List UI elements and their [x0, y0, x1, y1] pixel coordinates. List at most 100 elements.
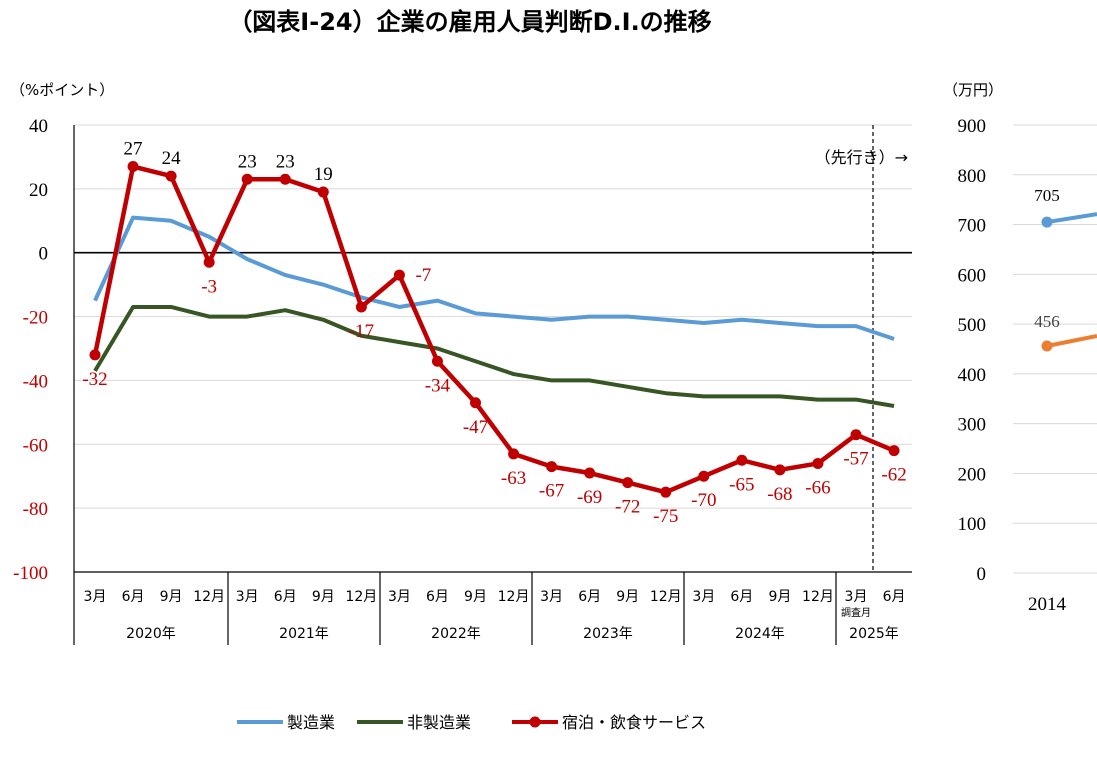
data-point	[279, 173, 291, 185]
data-point	[584, 467, 596, 479]
x-tick-year: 2020年	[126, 626, 176, 642]
y-tick-label: -40	[23, 371, 48, 392]
y-tick-label: 600	[958, 265, 987, 286]
x-tick-month: 6月	[578, 589, 601, 605]
data-point	[888, 445, 900, 457]
data-label: -17	[349, 321, 374, 342]
data-point	[508, 448, 520, 460]
forecast-label: （先行き）→	[815, 148, 908, 167]
x-tick-month: 12月	[345, 589, 377, 605]
x-tick-month: 12月	[650, 589, 682, 605]
series-line	[93, 215, 895, 341]
data-point	[774, 464, 786, 476]
data-label: 19	[314, 164, 333, 185]
x-tick-year: 2021年	[279, 626, 329, 642]
series-line	[1046, 212, 1097, 225]
x-tick-month: 3月	[388, 589, 411, 605]
x-tick-month: 3月	[540, 589, 563, 605]
data-label: -75	[653, 506, 678, 527]
data-point	[622, 477, 634, 489]
data-point	[1041, 216, 1053, 228]
x-tick-year: 2024年	[735, 626, 785, 642]
series-line	[92, 164, 895, 495]
data-point	[203, 256, 215, 268]
x-tick-month: 3月	[845, 589, 868, 605]
x-tick-month: 6月	[274, 589, 297, 605]
y-tick-label: 0	[977, 564, 987, 585]
data-point	[393, 269, 405, 281]
series-0	[93, 215, 895, 341]
x-tick-month: 9月	[616, 589, 639, 605]
data-label: -70	[691, 490, 716, 511]
data-label: -72	[615, 497, 640, 518]
data-label: -62	[881, 465, 906, 486]
y-axis-label-right: （万円）	[943, 81, 1003, 99]
data-point	[812, 457, 824, 469]
y-tick-label: -100	[13, 563, 48, 584]
data-label: -65	[729, 474, 754, 495]
y-tick-label: 300	[958, 415, 987, 436]
data-point	[317, 186, 329, 198]
data-label: -32	[82, 369, 107, 390]
y-tick-label: 200	[958, 464, 987, 485]
data-point	[241, 173, 253, 185]
data-point	[470, 397, 481, 409]
legend: 製造業 非製造業 宿泊・飲食サービス	[237, 713, 706, 732]
y-tick-label: 400	[958, 365, 987, 386]
data-label: -69	[577, 487, 602, 508]
x-tick-month: 6月	[730, 589, 753, 605]
x-tick-year: 2022年	[431, 626, 481, 642]
data-point	[89, 349, 101, 361]
x-tick-month: 9月	[160, 589, 183, 605]
x-tick-month: 3月	[84, 589, 107, 605]
y-tick-label: 20	[29, 180, 48, 201]
y-tick-label: -60	[23, 435, 48, 456]
data-point	[431, 355, 443, 367]
x-tick-month: 12月	[498, 589, 530, 605]
data-label: -3	[201, 276, 217, 297]
x-tick-year: 2023年	[583, 626, 633, 642]
x-tick-month: 12月	[193, 589, 225, 605]
data-point	[698, 470, 710, 482]
data-label: 23	[238, 151, 257, 172]
x-tick-month: 6月	[426, 589, 449, 605]
series-2: -32 27 24 -3 23 23 19 -17 -7 -34 -47 -63 -67 -69 -72 -7…	[82, 139, 906, 528]
x-tick-month: 9月	[312, 589, 335, 605]
data-point	[736, 454, 748, 466]
data-label: -47	[463, 417, 488, 438]
data-label: -34	[425, 375, 451, 396]
x-tick-year: 2025年	[849, 626, 899, 642]
y-tick-label: 40	[29, 116, 48, 137]
data-label: 705	[1034, 186, 1060, 205]
x-tick-month: 3月	[236, 589, 259, 605]
y-tick-label: 900	[958, 116, 987, 137]
y-tick-label: 700	[958, 216, 987, 237]
y-tick-label: 800	[958, 166, 987, 187]
x-tick-month: 12月	[802, 589, 834, 605]
data-label: -57	[843, 449, 868, 470]
x-tick-month: 6月	[122, 589, 145, 605]
data-label: 23	[276, 151, 295, 172]
data-label: -66	[805, 477, 830, 498]
legend-label: 非製造業	[407, 713, 471, 732]
y-tick-label: 100	[958, 514, 987, 535]
y-axis-label-left: （%ポイント）	[10, 81, 114, 99]
chart-title: （図表Ⅰ-24）企業の雇用人員判断D.I.の推移	[228, 8, 711, 36]
data-label: 456	[1034, 312, 1060, 331]
x-tick-label: 2014	[1028, 594, 1067, 615]
y-tick-label: 500	[958, 315, 987, 336]
data-point	[1041, 340, 1053, 352]
data-point	[127, 161, 139, 173]
series-line	[1046, 334, 1097, 348]
legend-label: 製造業	[287, 713, 335, 732]
x-tick-month: 3月	[692, 589, 715, 605]
y-tick-label: -80	[23, 499, 48, 520]
data-label: 24	[162, 148, 182, 169]
data-point	[165, 170, 177, 182]
data-label: -67	[539, 481, 564, 502]
data-point	[660, 486, 672, 498]
legend-label: 宿泊・飲食サービス	[562, 713, 706, 732]
series-line	[93, 304, 895, 408]
data-point	[355, 301, 367, 313]
